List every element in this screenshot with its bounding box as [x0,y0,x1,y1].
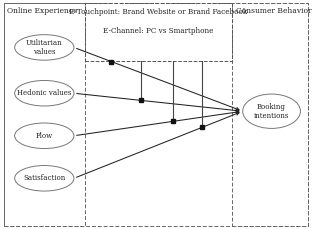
Text: Online Experience: Online Experience [7,7,78,15]
Text: Satisfaction: Satisfaction [23,174,66,182]
Bar [232,3,308,226]
Text: Utilitarian
values: Utilitarian values [26,39,63,56]
Ellipse shape [15,80,74,106]
Ellipse shape [15,35,74,60]
Text: Hedonic values: Hedonic values [17,89,71,97]
Bar [4,3,85,226]
Bar [85,3,232,60]
Ellipse shape [243,94,300,128]
Text: E-Touchpoint: Brand Website or Brand Facebook: E-Touchpoint: Brand Website or Brand Fac… [69,8,247,16]
Ellipse shape [15,123,74,149]
Text: E-Channel: PC vs Smartphone: E-Channel: PC vs Smartphone [103,27,213,35]
Text: Flow: Flow [36,132,53,140]
Text: Booking
intentions: Booking intentions [254,103,289,120]
Text: Consumer Behavior: Consumer Behavior [236,7,311,15]
Ellipse shape [15,166,74,191]
